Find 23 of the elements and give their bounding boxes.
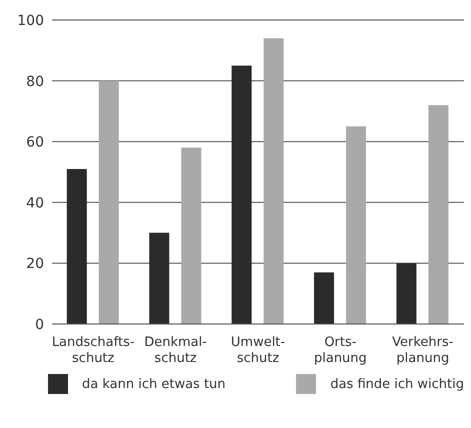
- bar: [346, 126, 366, 324]
- bar: [149, 232, 170, 324]
- bar: [396, 263, 416, 324]
- legend-label: da kann ich etwas tun: [82, 376, 226, 392]
- x-tick-label: Verkehrs- planung: [392, 335, 454, 366]
- bar: [232, 66, 252, 324]
- legend-label: das finde ich wichtig: [330, 376, 464, 392]
- bar: [181, 148, 202, 324]
- bar: [428, 105, 448, 324]
- bar: [264, 38, 284, 324]
- y-tick-label: 60: [26, 134, 44, 151]
- x-tick-label: Umwelt- schutz: [230, 335, 286, 366]
- y-tick-label: 40: [26, 195, 44, 212]
- x-tick-label: Orts- planung: [314, 335, 367, 366]
- y-tick-label: 20: [26, 256, 44, 272]
- x-tick-label: Denkmal- schutz: [144, 335, 208, 366]
- y-tick-label: 100: [17, 12, 44, 29]
- bar: [98, 80, 119, 324]
- bar: [314, 272, 334, 324]
- y-tick-label: 0: [35, 316, 44, 333]
- bar: [66, 168, 87, 324]
- y-tick-label: 80: [26, 74, 44, 90]
- x-tick-label: Landschafts- schutz: [52, 335, 135, 366]
